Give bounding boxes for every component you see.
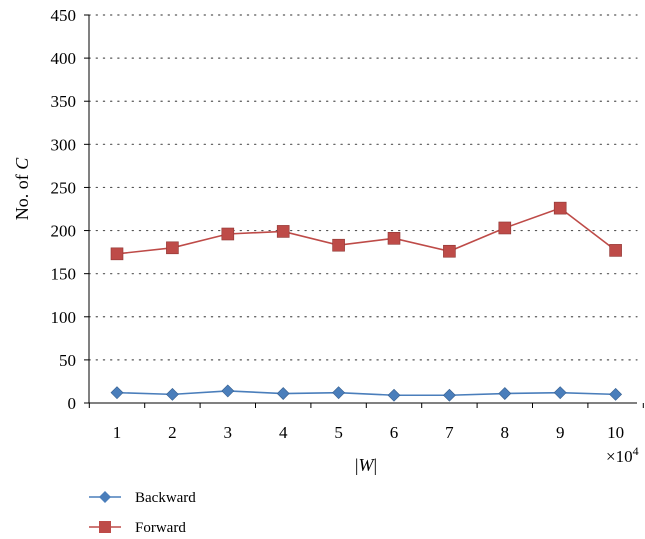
y-tick-label: 350 [51, 92, 77, 111]
data-point-forward [166, 241, 179, 255]
data-point-forward [553, 201, 567, 215]
x-tick-label: 6 [390, 423, 399, 442]
x-tick-labels: 1 2 3 4 5 6 7 8 9 10 [113, 423, 624, 442]
data-series [110, 201, 623, 402]
y-tick-label: 300 [51, 135, 77, 154]
data-point-forward [221, 227, 235, 241]
x-tick-label: 10 [607, 423, 624, 442]
y-tick-label: 400 [51, 49, 77, 68]
legend-marker [99, 491, 111, 503]
legend-label: Backward [135, 490, 196, 506]
y-tick-label: 100 [51, 308, 77, 327]
y-tick-labels: 0 50 100 150 200 250 300 350 400 450 [51, 6, 77, 413]
y-tick-label: 150 [51, 265, 77, 284]
x-tick-label: 2 [168, 423, 177, 442]
data-point-backward [553, 386, 567, 400]
data-point-backward [221, 384, 235, 398]
y-tick-label: 450 [51, 6, 77, 25]
x-tick-label: 8 [501, 423, 510, 442]
data-point-forward [498, 221, 512, 235]
data-point-forward [387, 232, 401, 245]
data-point-backward [609, 387, 623, 401]
data-point-backward [498, 387, 512, 400]
y-tick-label: 200 [51, 222, 77, 241]
legend-label: Forward [135, 520, 186, 536]
grid-lines [88, 14, 638, 361]
y-tick-label: 250 [51, 178, 77, 197]
x-tick-label: 4 [279, 423, 288, 442]
x-tick-label: 3 [224, 423, 233, 442]
legend: Backward Forward [89, 490, 196, 536]
axes [84, 14, 644, 408]
x-tick-label: 5 [334, 423, 343, 442]
data-point-forward [332, 238, 345, 252]
data-point-backward [276, 387, 290, 400]
y-axis-label: No. of C [12, 157, 32, 221]
data-point-backward [165, 387, 179, 401]
data-point-backward [332, 386, 346, 400]
y-tick-label: 0 [68, 394, 77, 413]
x-tick-label: 9 [556, 423, 565, 442]
data-point-backward [442, 388, 456, 402]
series-line-backward [116, 390, 616, 397]
x-tick-label: 7 [445, 423, 454, 442]
x-multiplier-exponent: 4 [633, 444, 639, 458]
data-point-backward [387, 388, 401, 402]
data-point-backward [110, 386, 124, 400]
data-point-forward [609, 244, 622, 257]
x-multiplier-label: ×104 [606, 444, 639, 466]
series-line-forward [116, 207, 617, 255]
data-point-forward [110, 247, 124, 261]
x-tick-label: 1 [113, 423, 122, 442]
data-point-forward [276, 225, 290, 238]
legend-marker [99, 521, 111, 533]
data-point-forward [443, 244, 456, 258]
y-tick-label: 50 [59, 351, 76, 370]
x-axis-label: |W| [355, 455, 377, 475]
